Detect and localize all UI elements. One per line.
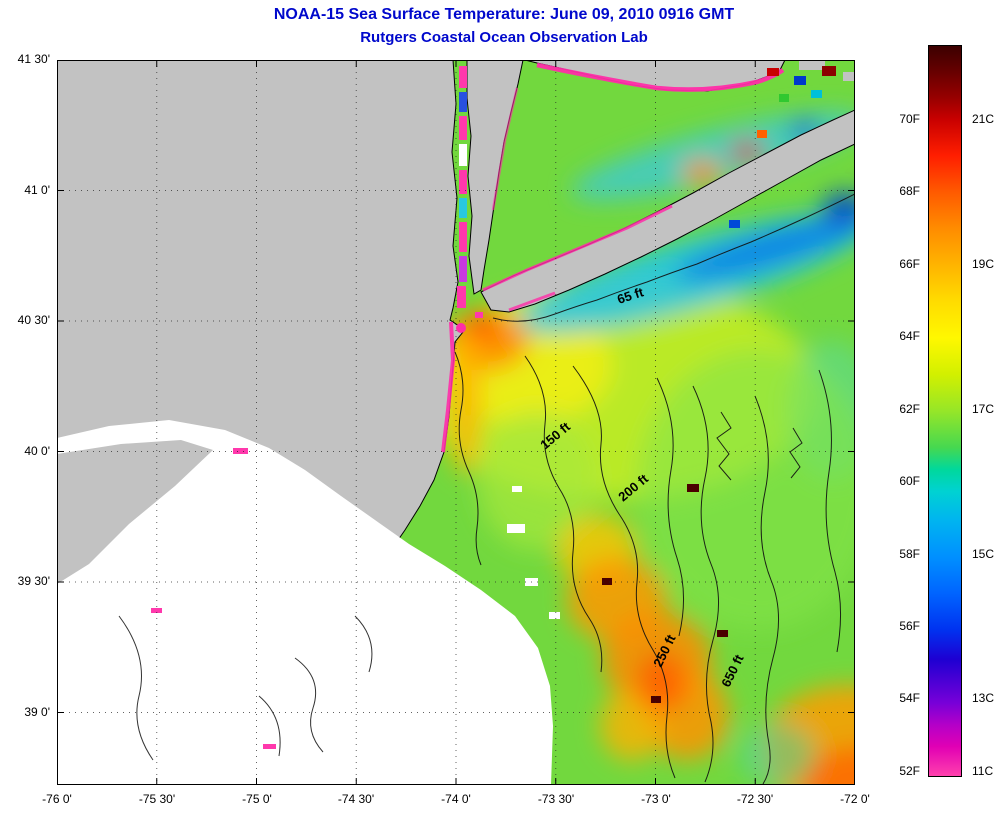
- x-tick-label: -75 0': [242, 792, 272, 806]
- x-tick-label: -72 30': [736, 792, 774, 806]
- colorbar-f-label: 62F: [899, 402, 920, 416]
- colorbar-f-label: 56F: [899, 619, 920, 633]
- colorbar-c-label: 11C: [972, 764, 994, 778]
- plot-title: NOAA-15 Sea Surface Temperature: June 09…: [273, 6, 735, 23]
- contour-650ft: [754, 395, 780, 785]
- y-tick-label: 41 0': [24, 183, 50, 197]
- hudson-river-pixels: [457, 66, 467, 308]
- colorbar-c-label: 13C: [972, 691, 995, 705]
- contour-200ft: [572, 365, 676, 779]
- cloud-area-specks: [151, 448, 276, 749]
- cloud-mask: [57, 420, 553, 785]
- x-tick-label: -72 0': [840, 792, 870, 806]
- colorbar-f-label: 54F: [899, 691, 920, 705]
- bathymetry-contours: [454, 193, 855, 785]
- colorbar-f-label: 70F: [899, 112, 920, 126]
- colorbar-f-label: 68F: [899, 184, 920, 198]
- land-wedge-over-cloud: [57, 440, 213, 584]
- contour-east: [818, 369, 842, 653]
- contour-150ft: [524, 355, 603, 673]
- colorbar-c-label: 19C: [972, 257, 995, 271]
- map-plot: 65 ft 150 ft 200 ft 250 ft 650 ft: [57, 60, 855, 785]
- colorbar-f-label: 64F: [899, 329, 920, 343]
- x-tick-label: -75 30': [138, 792, 176, 806]
- contour-250ft: [692, 385, 720, 783]
- contour-nearshore: [454, 351, 482, 566]
- cloud-area-contours: [118, 615, 373, 761]
- colorbar-gradient: [929, 46, 961, 776]
- colorbar-f-label: 58F: [899, 547, 920, 561]
- contour-canyon-1: [716, 411, 732, 481]
- colorbar-f-label: 60F: [899, 474, 920, 488]
- contour-65ft: [492, 193, 855, 322]
- colorbar-c-label: 21C: [972, 112, 995, 126]
- y-tick-label: 39 30': [17, 574, 50, 588]
- colorbar-c-label: 15C: [972, 547, 995, 561]
- x-tick-label: -73 30': [537, 792, 575, 806]
- x-tick-label: -74 30': [337, 792, 375, 806]
- y-tick-label: 41 30': [17, 52, 50, 66]
- contour-mid: [656, 377, 685, 637]
- colorbar-f-label: 66F: [899, 257, 920, 271]
- x-tick-label: -76 0': [42, 792, 72, 806]
- colorbar: [928, 45, 962, 777]
- y-tick-label: 40 0': [24, 444, 50, 458]
- plot-frame: [57, 60, 855, 785]
- colorbar-f-label: 52F: [899, 764, 920, 778]
- land-patch-1: [799, 60, 825, 70]
- plot-subtitle: Rutgers Coastal Ocean Observation Lab: [360, 29, 648, 46]
- x-tick-label: -73 0': [641, 792, 671, 806]
- land-patch-2: [843, 72, 855, 81]
- x-tick-label: -74 0': [441, 792, 471, 806]
- coastal-fringes: [441, 62, 785, 453]
- cloud-large: [57, 420, 553, 785]
- y-tick-label: 40 30': [17, 313, 50, 327]
- sst-field-blobs: [417, 111, 855, 785]
- colorbar-c-label: 17C: [972, 402, 995, 416]
- y-tick-label: 39 0': [24, 705, 50, 719]
